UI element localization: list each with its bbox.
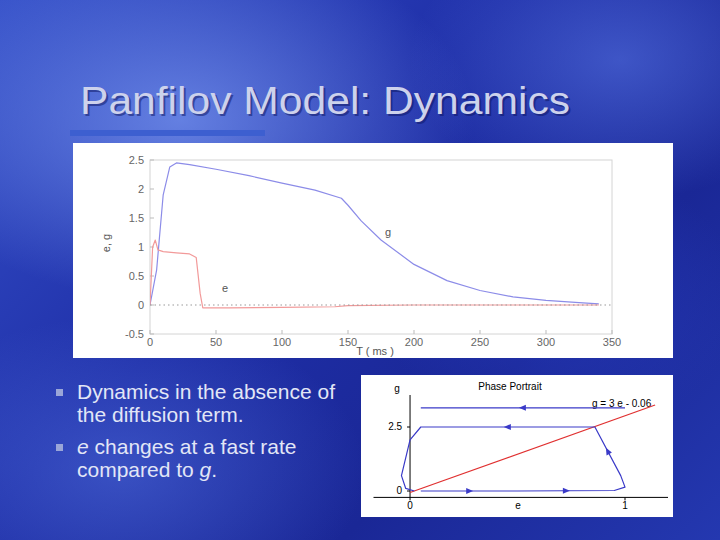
axes-frame xyxy=(150,160,612,334)
x-tick-label: 200 xyxy=(405,336,423,348)
y-tick xyxy=(407,427,410,428)
x-tick xyxy=(612,330,613,334)
arrow-head xyxy=(563,488,570,494)
x-tick xyxy=(216,330,217,334)
arrow-head xyxy=(466,488,473,494)
y-tick xyxy=(150,334,154,335)
chart: 0102.5egPhase Portraitg = 3 e - 0.06 xyxy=(361,375,673,517)
x-tick-label: 0 xyxy=(147,336,153,348)
arrow-head xyxy=(519,405,526,411)
bullet-marker xyxy=(56,444,63,451)
y-tick-label: 1 xyxy=(138,241,144,253)
x-tick xyxy=(414,330,415,334)
chart-background xyxy=(73,143,673,358)
y-tick-label: 0 xyxy=(138,299,144,311)
y-tick-label: 0.5 xyxy=(129,270,144,282)
y-tick-label: 2.5 xyxy=(129,154,144,166)
x-tick-label: 300 xyxy=(537,336,555,348)
x-axis-label: T ( ms ) xyxy=(356,345,394,357)
x-tick xyxy=(150,330,151,334)
y-tick-label: 1.5 xyxy=(129,212,144,224)
y-tick xyxy=(407,491,410,492)
x-tick-label: 350 xyxy=(603,336,621,348)
slide: {"slide": {"title": "Panfilov Model: Dyn… xyxy=(0,0,720,540)
y-tick xyxy=(150,218,154,219)
y-tick xyxy=(150,276,154,277)
x-tick-label: 250 xyxy=(471,336,489,348)
y-tick xyxy=(150,160,154,161)
series-line xyxy=(150,163,599,305)
x-tick xyxy=(480,330,481,334)
x-axis-label: e xyxy=(515,500,521,511)
bullet-text: . xyxy=(211,458,217,481)
series-line xyxy=(150,304,612,305)
series-label: e xyxy=(222,282,228,294)
y-axis-label: g xyxy=(394,383,400,394)
bullet-text: Dynamics in the absence of the diffusion… xyxy=(77,380,335,426)
chart-background xyxy=(361,375,673,517)
bullet: e changes at a fast rate compared to g. xyxy=(56,435,335,481)
x-tick-label: 150 xyxy=(339,336,357,348)
series-line xyxy=(150,240,599,308)
x-tick-label: 1 xyxy=(622,500,628,511)
y-axis-label: e, g xyxy=(100,234,112,252)
title: Panfilov Model: Dynamics xyxy=(80,80,570,122)
series-line xyxy=(401,427,625,491)
x-tick-label: 0 xyxy=(407,500,413,511)
y-tick-label: 2.5 xyxy=(388,421,402,432)
y-tick xyxy=(150,189,154,190)
chart: 050100150200250300350-0.500.511.522.5T (… xyxy=(73,143,673,358)
x-tick-label: 50 xyxy=(210,336,222,348)
x-tick xyxy=(348,330,349,334)
plot-area xyxy=(150,163,612,308)
chart-title: Phase Portrait xyxy=(478,381,542,392)
bullet-list: Dynamics in the absence of the diffusion… xyxy=(56,380,346,490)
y-tick-label: 0 xyxy=(396,485,402,496)
x-tick xyxy=(282,330,283,334)
bullet-text: e xyxy=(77,435,89,458)
bullet-marker xyxy=(56,389,63,396)
arrow-head xyxy=(603,446,612,455)
x-tick-label: 100 xyxy=(273,336,291,348)
title-underline xyxy=(70,130,265,136)
arrow-head xyxy=(504,424,511,430)
series-line xyxy=(410,405,655,493)
bullet-text: changes at a fast rate compared to xyxy=(77,435,296,481)
plot-area xyxy=(401,405,655,494)
y-tick-label: 2 xyxy=(138,183,144,195)
series-label: g xyxy=(385,226,391,238)
x-axis xyxy=(374,497,669,498)
bullet-text: g xyxy=(200,458,212,481)
y-axis xyxy=(410,395,411,497)
bullet: Dynamics in the absence of the diffusion… xyxy=(56,380,335,426)
y-tick-label: -0.5 xyxy=(125,328,144,340)
x-tick xyxy=(546,330,547,334)
